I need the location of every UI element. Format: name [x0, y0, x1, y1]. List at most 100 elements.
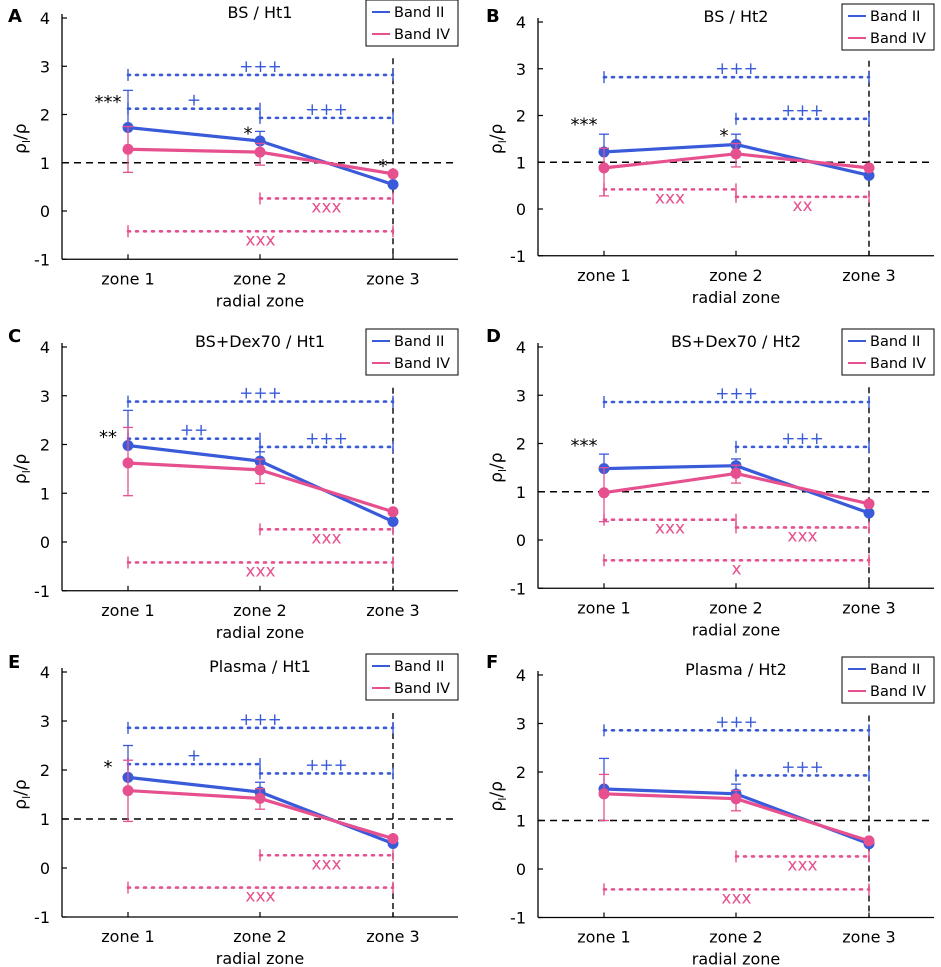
x-tick-label: zone 2 [709, 266, 762, 285]
band2-significance-bracket-label: +++ [305, 755, 348, 775]
panel-letter: D [486, 326, 501, 347]
band4-point [122, 785, 134, 797]
band4-point [387, 833, 399, 845]
y-axis-title: ρl/ρ [11, 779, 33, 809]
asterisk-significance: * [104, 757, 113, 778]
x-tick-label: zone 2 [709, 928, 762, 947]
y-tick-label: 2 [516, 435, 526, 454]
panel-c: C4 3 2 1 0 -1 zone 1 zone 2 zone 3 radial zone ρl/… [8, 326, 459, 642]
y-axis-title: ρl/ρ [487, 124, 509, 154]
x-tick-label: zone 1 [101, 927, 154, 946]
band2-significance-bracket-label: +++ [781, 101, 824, 121]
y-axis-title-denominator: /ρ [487, 452, 507, 469]
legend-label-band2: Band II [394, 334, 444, 350]
asterisk-significance: * [720, 125, 729, 146]
panel-title: BS+Dex70 / Ht1 [195, 332, 325, 351]
y-axis-title-subscript: l [496, 469, 509, 472]
y-tick-label: 0 [40, 202, 50, 221]
band2-significance-bracket-label: +++ [715, 59, 758, 79]
y-axis-title-subscript: l [20, 140, 33, 143]
legend-box [841, 3, 935, 51]
band4-point [122, 457, 134, 469]
y-axis-title-denominator: /ρ [11, 454, 31, 471]
y-tick-label: 2 [516, 107, 526, 126]
legend: Band II Band IV [841, 328, 935, 376]
asterisk-significance: ** [99, 427, 117, 448]
band4-significance-bracket-label: xxx [787, 526, 817, 546]
y-tick-label: -1 [510, 247, 526, 266]
legend-box [841, 328, 935, 376]
x-tick-label: zone 1 [577, 266, 630, 285]
band4-significance-bracket-label: x [731, 559, 741, 579]
legend: Band II Band IV [365, 653, 459, 701]
band4-significance-bracket-label: xxx [721, 888, 751, 908]
band4-significance-bracket-label: xxx [311, 854, 341, 874]
band4-significance-bracket-label: xxx [787, 855, 817, 875]
band2-point [387, 516, 399, 528]
asterisk-significance: * [244, 123, 253, 144]
legend-label-band4: Band IV [394, 681, 450, 697]
y-tick-label: 2 [40, 436, 50, 455]
x-tick-label: zone 1 [101, 601, 154, 620]
y-tick-label: 1 [516, 153, 526, 172]
y-tick-label: 4 [516, 13, 526, 32]
x-tick-label: zone 3 [842, 928, 895, 947]
y-tick-label: 1 [40, 154, 50, 173]
band4-point [863, 162, 875, 174]
panel-d: D4 3 2 1 0 -1 zone 1 zone 2 zone 3 radial zone ρl/… [486, 326, 935, 639]
legend-label-band4: Band IV [394, 27, 450, 43]
y-tick-label: 3 [516, 715, 526, 734]
legend-label-band4: Band IV [870, 356, 926, 372]
band4-significance-bracket-label: xxx [245, 561, 275, 581]
legend-label-band4: Band IV [870, 31, 926, 47]
panel-f: F4 3 2 1 0 -1 zone 1 zone 2 zone 3 radial zone ρl/… [486, 652, 935, 967]
legend-label-band2: Band II [870, 334, 920, 350]
legend-box [365, 0, 459, 47]
x-tick-label: zone 3 [842, 598, 895, 617]
x-tick-label: zone 3 [842, 266, 895, 285]
y-tick-label: 4 [516, 338, 526, 357]
y-tick-label: 4 [40, 663, 50, 682]
band2-significance-bracket-label: ++ [180, 421, 209, 441]
x-axis-title: radial zone [216, 623, 305, 642]
panel-title: Plasma / Ht2 [685, 660, 787, 679]
y-tick-label: -1 [510, 579, 526, 598]
x-tick-label: zone 1 [101, 269, 154, 288]
band2-point [863, 507, 875, 519]
band4-point [598, 788, 610, 800]
x-axis-title: radial zone [692, 620, 781, 639]
panel-letter: A [8, 6, 22, 27]
band2-significance-bracket-label: +++ [239, 710, 282, 730]
y-axis-title: ρl/ρ [487, 452, 509, 482]
legend-box [365, 653, 459, 701]
panel-title: Plasma / Ht1 [209, 657, 311, 676]
y-axis-title: ρl/ρ [11, 454, 33, 484]
y-axis-title-rho: ρ [487, 472, 507, 483]
band2-significance-bracket-label: +++ [239, 57, 282, 77]
legend: Band II Band IV [841, 3, 935, 51]
panel-title: BS / Ht1 [228, 3, 293, 22]
x-tick-label: zone 3 [366, 927, 419, 946]
legend-label-band4: Band IV [870, 684, 926, 700]
legend-label-band4: Band IV [394, 356, 450, 372]
band2-significance-bracket-label: +++ [781, 429, 824, 449]
band4-point [598, 487, 610, 499]
y-axis-title-rho: ρ [11, 143, 31, 154]
y-tick-label: 1 [40, 810, 50, 829]
y-tick-label: 1 [40, 484, 50, 503]
band2-significance-bracket-label: +++ [305, 429, 348, 449]
band4-significance-bracket-label: xxx [311, 197, 341, 217]
x-axis-title: radial zone [216, 291, 305, 310]
y-tick-label: -1 [34, 582, 50, 601]
y-axis-title-rho: ρ [487, 801, 507, 812]
band4-significance-bracket-label: xxx [655, 188, 685, 208]
panel-title: BS / Ht2 [704, 7, 769, 26]
band4-significance-bracket-label: xx [792, 196, 812, 216]
x-tick-label: zone 2 [233, 269, 286, 288]
y-tick-label: 3 [516, 386, 526, 405]
band4-point [863, 498, 875, 510]
legend-label-band2: Band II [394, 659, 444, 675]
panel-letter: E [8, 652, 20, 673]
panel-letter: B [486, 6, 500, 27]
y-tick-label: 0 [516, 531, 526, 550]
